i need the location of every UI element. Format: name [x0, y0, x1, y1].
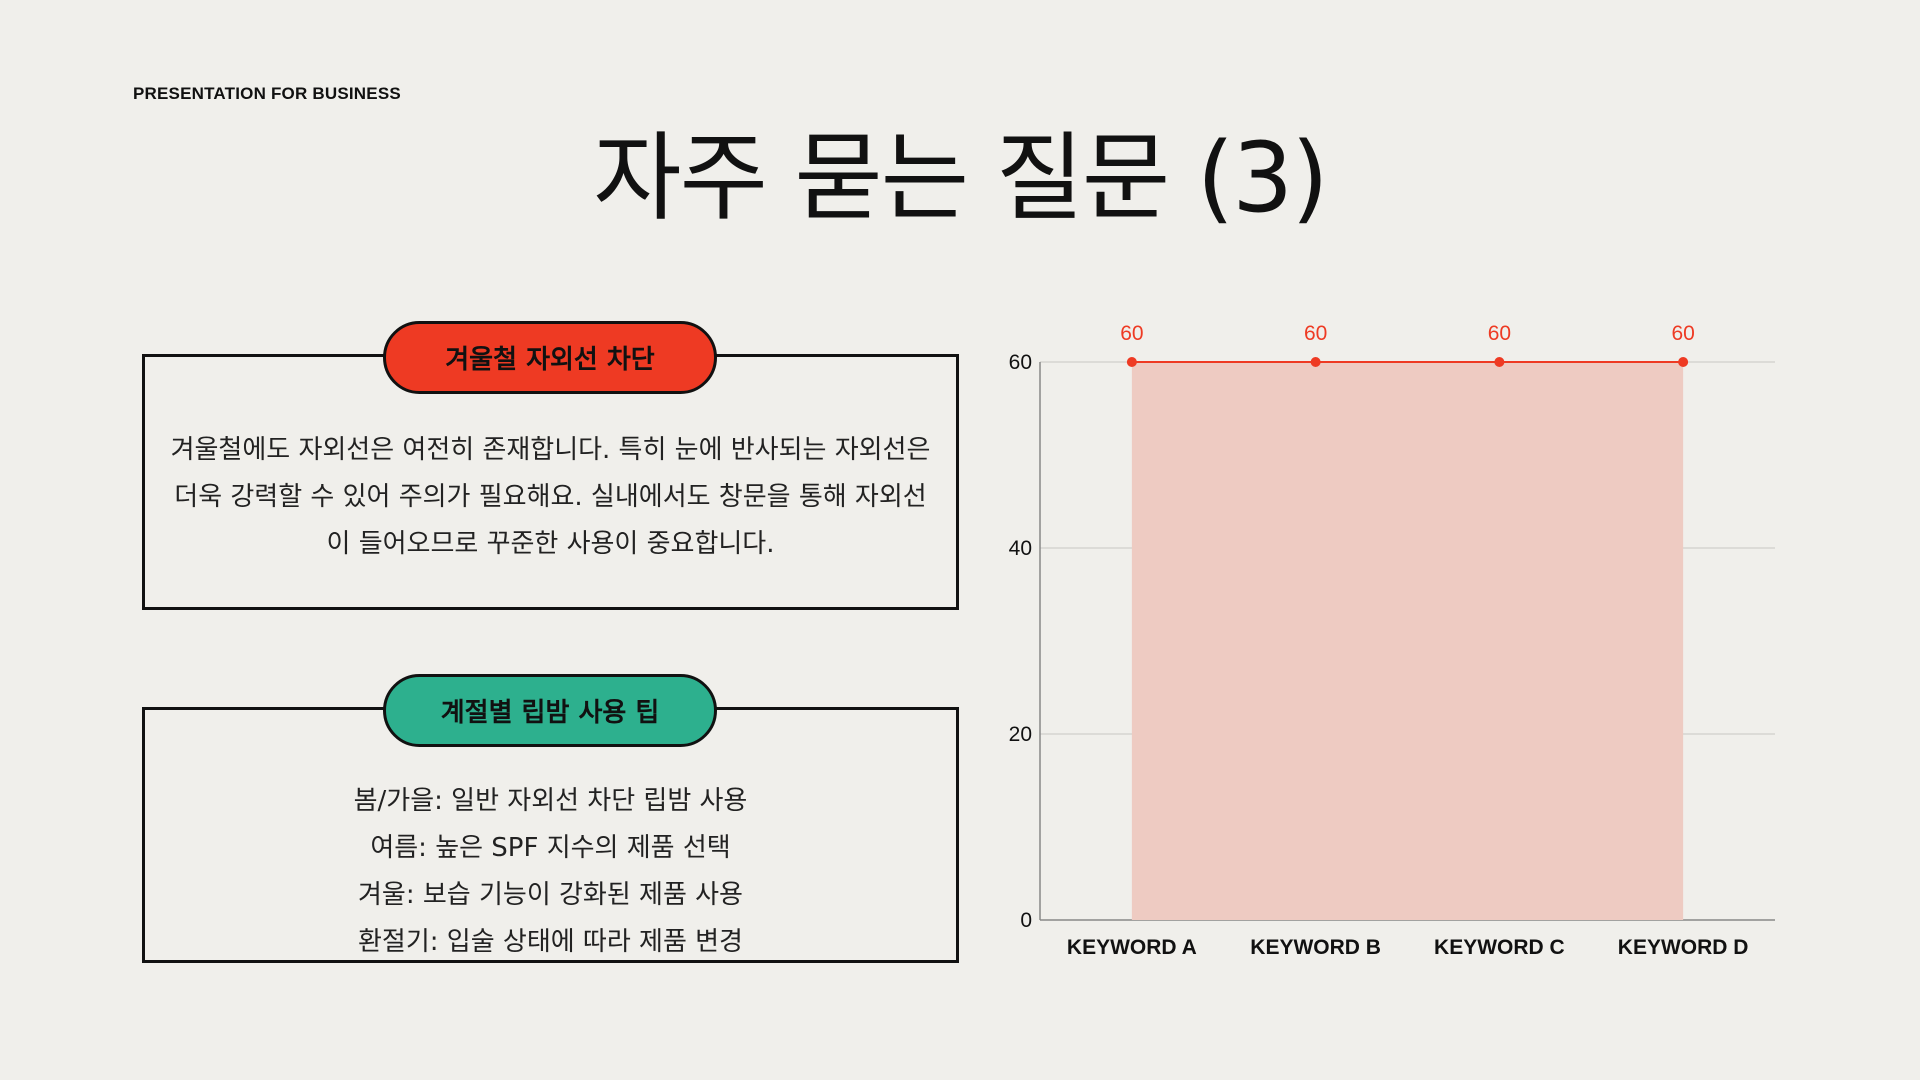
x-tick-label: KEYWORD A	[1067, 936, 1197, 959]
y-tick-label: 40	[1009, 537, 1032, 560]
eyebrow-label: PRESENTATION FOR BUSINESS	[133, 84, 401, 103]
data-label: 60	[1120, 322, 1143, 345]
data-label: 60	[1488, 322, 1511, 345]
page-title: 자주 묻는 질문 (3)	[593, 122, 1328, 234]
info-card-body: 겨울철에도 자외선은 여전히 존재합니다. 특히 눈에 반사되는 자외선은 더욱…	[170, 435, 931, 559]
tip-item: 봄/가을: 일반 자외선 차단 립밤 사용	[353, 786, 748, 816]
tip-item: 환절기: 입술 상태에 따라 제품 변경	[358, 927, 743, 957]
data-label: 60	[1671, 322, 1694, 345]
data-point	[1494, 357, 1505, 367]
y-tick-label: 0	[1020, 909, 1032, 932]
x-tick-label: KEYWORD D	[1618, 936, 1749, 959]
card-label-tips: 계절별 립밤 사용 팁	[383, 674, 717, 747]
info-card-winter: 겨울철에도 자외선은 여전히 존재합니다. 특히 눈에 반사되는 자외선은 더욱…	[142, 354, 959, 610]
data-label: 60	[1304, 322, 1327, 345]
x-tick-label: KEYWORD B	[1250, 936, 1381, 959]
data-point	[1126, 357, 1137, 367]
card-label-winter: 겨울철 자외선 차단	[383, 321, 717, 394]
info-card-tips: 봄/가을: 일반 자외선 차단 립밤 사용 여름: 높은 SPF 지수의 제품 …	[142, 707, 959, 963]
y-tick-label: 60	[1009, 351, 1032, 374]
x-tick-label: KEYWORD C	[1434, 936, 1565, 959]
y-tick-label: 20	[1009, 723, 1032, 746]
data-point	[1678, 357, 1689, 367]
area-fill	[1131, 362, 1684, 920]
tips-list: 봄/가을: 일반 자외선 차단 립밤 사용 여름: 높은 SPF 지수의 제품 …	[165, 778, 936, 966]
tip-item: 여름: 높은 SPF 지수의 제품 선택	[370, 833, 731, 863]
tip-item: 겨울: 보습 기능이 강화된 제품 사용	[358, 880, 743, 910]
data-point	[1310, 357, 1321, 367]
area-chart: 0 20 40 60 60 60 60 60 KEYWORD A KEYWORD B KEYWORD…	[1009, 322, 1775, 959]
